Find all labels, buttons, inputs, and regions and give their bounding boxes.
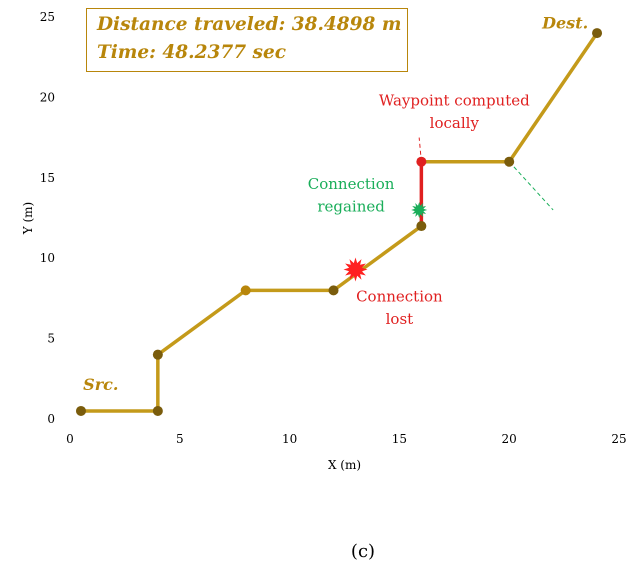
y-tick-label: 10 <box>40 251 55 265</box>
x-tick-label: 0 <box>66 432 74 446</box>
dashed-guides <box>418 137 554 211</box>
y-tick-label: 25 <box>40 10 55 24</box>
waypoint-marker <box>75 405 86 416</box>
series-line <box>79 224 424 413</box>
y-tick-label: 0 <box>47 412 55 426</box>
y-tick-label: 15 <box>40 171 55 185</box>
chart-annotation: lost <box>386 310 414 328</box>
x-tick-label: 25 <box>611 432 626 446</box>
waypoint-marker <box>328 285 339 296</box>
x-tick-label: 10 <box>282 432 297 446</box>
chart-annotation: Waypoint computed <box>379 91 530 109</box>
waypoint-marker <box>504 156 515 167</box>
chart-annotation: regained <box>317 198 385 216</box>
chart-annotation: locally <box>430 114 480 132</box>
x-tick-label: 15 <box>392 432 407 446</box>
waypoint-marker <box>152 405 163 416</box>
waypoint-marker <box>152 349 163 360</box>
waypoint-marker <box>592 28 603 39</box>
time-text: Time: 48.2377 sec <box>97 42 286 63</box>
waypoint-marker <box>416 156 427 167</box>
y-tick-label: 20 <box>40 90 55 104</box>
y-tick-label: 5 <box>47 332 55 346</box>
connection-events <box>343 202 428 282</box>
waypoint-markers <box>75 28 603 416</box>
connection-burst-icon <box>411 202 428 218</box>
chart-annotation: Dest. <box>541 13 588 32</box>
distance-text: Distance traveled: 38.4898 m <box>97 14 402 35</box>
chart-annotation: Connection <box>308 175 395 193</box>
chart-annotation: Src. <box>83 375 118 394</box>
x-axis-title: X (m) <box>328 458 361 472</box>
info-box: Distance traveled: 38.4898 m Time: 48.23… <box>86 8 408 72</box>
waypoint-marker <box>240 285 251 296</box>
x-tick-label: 5 <box>176 432 184 446</box>
figure-caption: (c) <box>350 541 376 562</box>
x-tick-label: 20 <box>502 432 517 446</box>
axes: 0 5 10 15 20 25 0 5 10 15 20 25 X (m) Y (m) <box>21 10 627 472</box>
annotations: Src. Dest. Waypoint computed locally Connect… <box>83 13 588 394</box>
chart-annotation: Connection <box>356 288 443 306</box>
y-axis-title: Y (m) <box>21 202 35 235</box>
connection-burst-icon <box>343 257 368 282</box>
dashed-guide-line <box>508 161 554 211</box>
waypoint-marker <box>416 221 427 232</box>
